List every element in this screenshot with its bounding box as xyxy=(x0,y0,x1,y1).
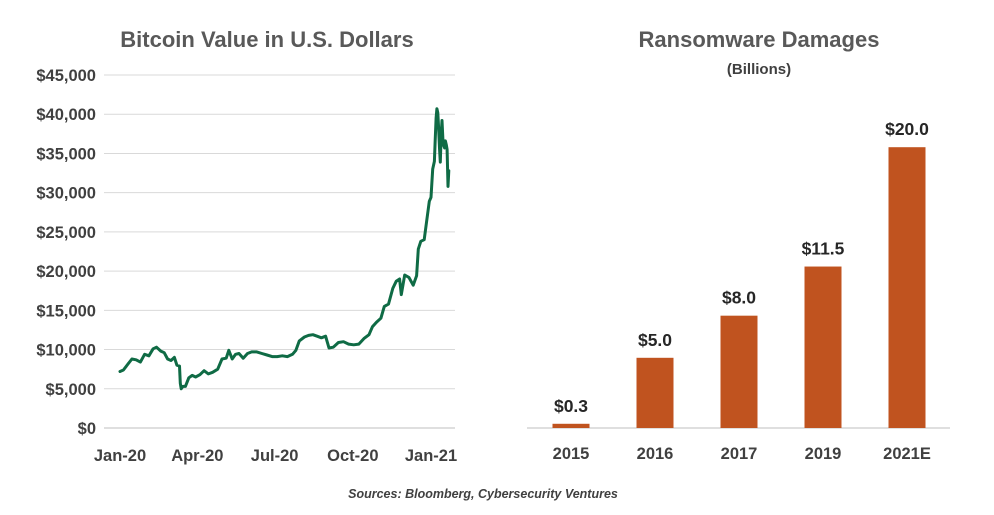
bitcoin-y-tick-label: $10,000 xyxy=(36,342,96,360)
ransomware-data-label: $8.0 xyxy=(722,288,756,308)
ransomware-category-label: 2017 xyxy=(721,445,758,463)
ransomware-chart-title: Ransomware Damages xyxy=(639,27,880,52)
ransomware-bar xyxy=(552,423,590,428)
ransomware-bar xyxy=(720,315,758,428)
ransomware-bar xyxy=(804,266,842,428)
ransomware-bars xyxy=(552,147,926,428)
bitcoin-y-tick-label: $40,000 xyxy=(36,106,96,124)
ransomware-data-labels: $0.3 $5.0 $8.0 $11.5 $20.0 xyxy=(554,119,929,416)
source-note: Sources: Bloomberg, Cybersecurity Ventur… xyxy=(348,487,618,501)
bitcoin-y-tick-label: $35,000 xyxy=(36,145,96,163)
ransomware-category-label: 2021E xyxy=(883,445,931,463)
ransomware-data-label: $5.0 xyxy=(638,330,672,350)
bitcoin-y-tick-label: $25,000 xyxy=(36,224,96,242)
ransomware-category-label: 2016 xyxy=(637,445,674,463)
bitcoin-y-tick-label: $5,000 xyxy=(46,381,96,399)
ransomware-bar xyxy=(636,357,674,428)
bitcoin-series-line xyxy=(118,107,451,391)
ransomware-category-label: 2019 xyxy=(805,445,842,463)
bitcoin-y-tick-label: $15,000 xyxy=(36,302,96,320)
bitcoin-gridlines xyxy=(104,74,455,429)
bitcoin-y-tick-label: $45,000 xyxy=(36,67,96,85)
ransomware-data-label: $20.0 xyxy=(885,119,929,139)
ransomware-data-label: $11.5 xyxy=(802,239,845,259)
bitcoin-y-tick-label: $0 xyxy=(78,420,96,438)
ransomware-category-label: 2015 xyxy=(553,445,590,463)
bitcoin-line-chart: Bitcoin Value in U.S. Dollars $0 $5,000 $1… xyxy=(36,27,457,465)
bitcoin-x-tick-label: Jan-21 xyxy=(405,447,457,465)
ransomware-data-label: $0.3 xyxy=(554,396,588,416)
bitcoin-y-tick-label: $30,000 xyxy=(36,185,96,203)
bitcoin-x-tick-label: Apr-20 xyxy=(171,447,223,465)
bitcoin-x-tick-label: Oct-20 xyxy=(327,447,378,465)
bitcoin-x-axis: Jan-20 Apr-20 Jul-20 Oct-20 Jan-21 xyxy=(94,447,457,465)
ransomware-x-axis: 2015 2016 2017 2019 2021E xyxy=(553,445,931,463)
ransomware-bar-chart: Ransomware Damages (Billions) $0.3 $5.0 $8… xyxy=(527,27,950,463)
bitcoin-y-axis: $0 $5,000 $10,000 $15,000 $20,000 $25,000 $30,… xyxy=(36,67,96,438)
ransomware-chart-subtitle: (Billions) xyxy=(727,61,791,78)
bitcoin-x-tick-label: Jan-20 xyxy=(94,447,146,465)
bitcoin-x-tick-label: Jul-20 xyxy=(251,447,299,465)
ransomware-bar xyxy=(888,147,926,428)
bitcoin-chart-title: Bitcoin Value in U.S. Dollars xyxy=(120,27,413,52)
bitcoin-y-tick-label: $20,000 xyxy=(36,263,96,281)
